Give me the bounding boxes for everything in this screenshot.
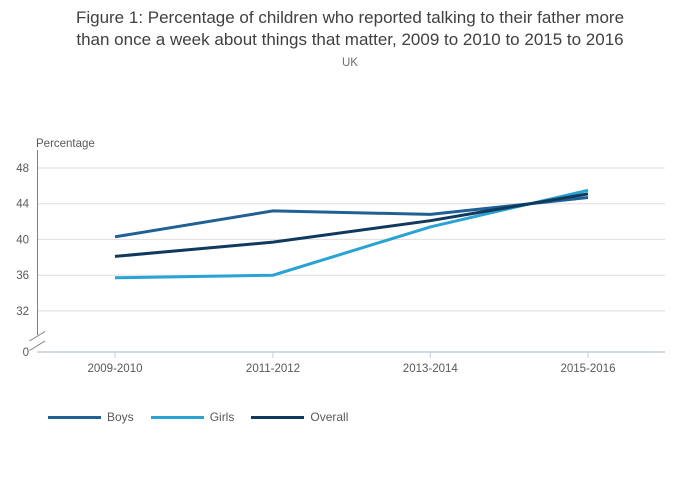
legend-item-girls: Girls (150, 410, 235, 424)
y-tick-label: 44 (16, 199, 29, 211)
legend-label: Overall (310, 410, 349, 424)
chart-legend: Boys Girls Overall (48, 410, 365, 424)
chart-subtitle: UK (342, 57, 358, 69)
x-tick-label: 2009-2010 (88, 363, 143, 375)
y-tick-label: 36 (16, 270, 29, 282)
y-tick-label: 0 (23, 347, 29, 359)
x-tick-label: 2015-2016 (561, 363, 616, 375)
y-axis-break-icon (29, 331, 46, 342)
chart-title-line1: Figure 1: Percentage of children who rep… (75, 8, 625, 27)
legend-swatch-boys (48, 415, 101, 419)
y-tick-label: 48 (16, 163, 29, 175)
legend-label: Boys (107, 410, 134, 424)
legend-label: Girls (209, 410, 235, 424)
legend-item-boys: Boys (48, 410, 134, 424)
x-tick-label: 2011-2012 (246, 363, 300, 375)
legend-swatch-overall (251, 415, 305, 419)
chart-title-line2: than once a week about things that matte… (76, 30, 624, 49)
chart-title: Figure 1: Percentage of children who rep… (0, 7, 700, 51)
legend-swatch-girls (150, 415, 204, 419)
y-tick-label: 32 (16, 306, 29, 318)
series-line-overall (114, 192, 589, 258)
y-axis-break-icon (29, 340, 46, 351)
y-tick-label: 40 (16, 234, 29, 246)
legend-item-overall: Overall (251, 410, 348, 424)
x-tick-label: 2013-2014 (403, 363, 459, 375)
y-axis-title: Percentage (36, 138, 95, 150)
